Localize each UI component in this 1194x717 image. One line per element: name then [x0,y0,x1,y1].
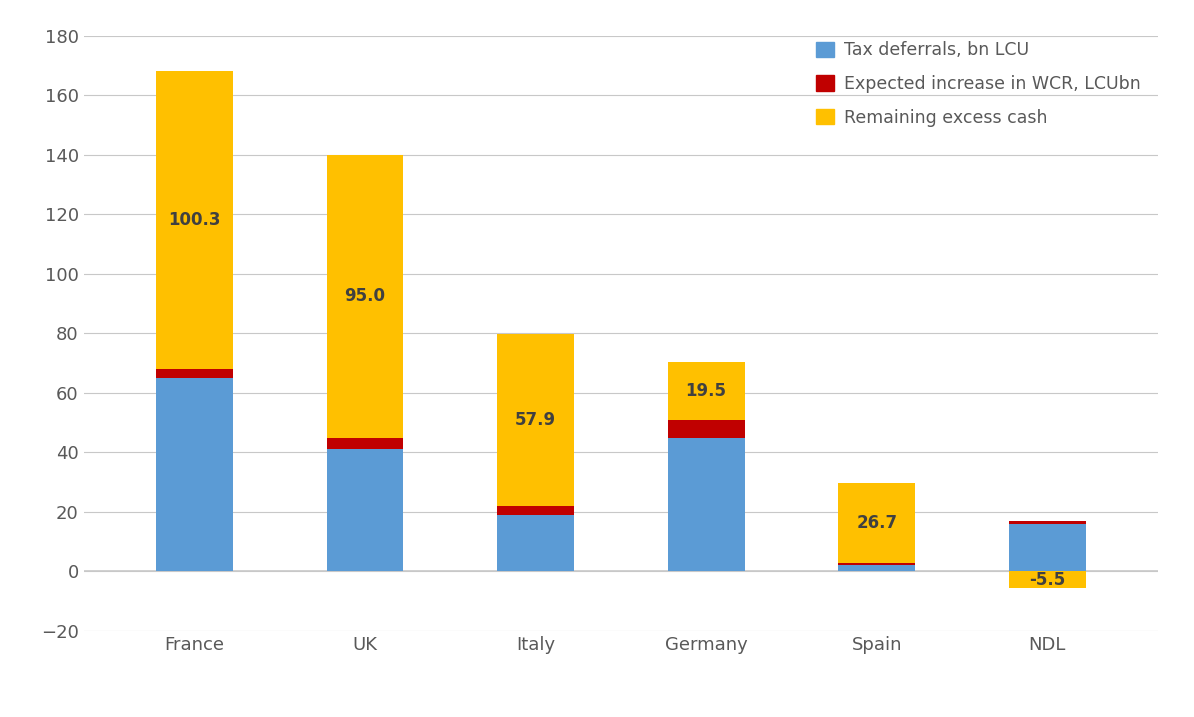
Text: -5.5: -5.5 [1029,571,1065,589]
Bar [838,563,915,566]
Bar [1009,571,1085,588]
Bar [327,155,404,437]
Text: 100.3: 100.3 [168,211,221,229]
Bar [838,566,915,571]
Bar [497,506,574,515]
Bar [156,378,233,571]
Bar [667,419,745,437]
Text: 95.0: 95.0 [345,288,386,305]
Bar [327,437,404,450]
Bar [838,483,915,563]
Text: 19.5: 19.5 [685,381,727,399]
Bar [667,437,745,571]
Legend: Tax deferrals, bn LCU, Expected increase in WCR, LCUbn, Remaining excess cash: Tax deferrals, bn LCU, Expected increase… [807,33,1150,136]
Text: 57.9: 57.9 [515,411,556,429]
Bar [1009,524,1085,571]
Bar [497,333,574,506]
Text: 26.7: 26.7 [856,514,898,532]
Bar [497,515,574,571]
Bar [667,361,745,419]
Bar [1009,521,1085,524]
Bar [156,71,233,369]
Bar [327,450,404,571]
Bar [156,369,233,378]
